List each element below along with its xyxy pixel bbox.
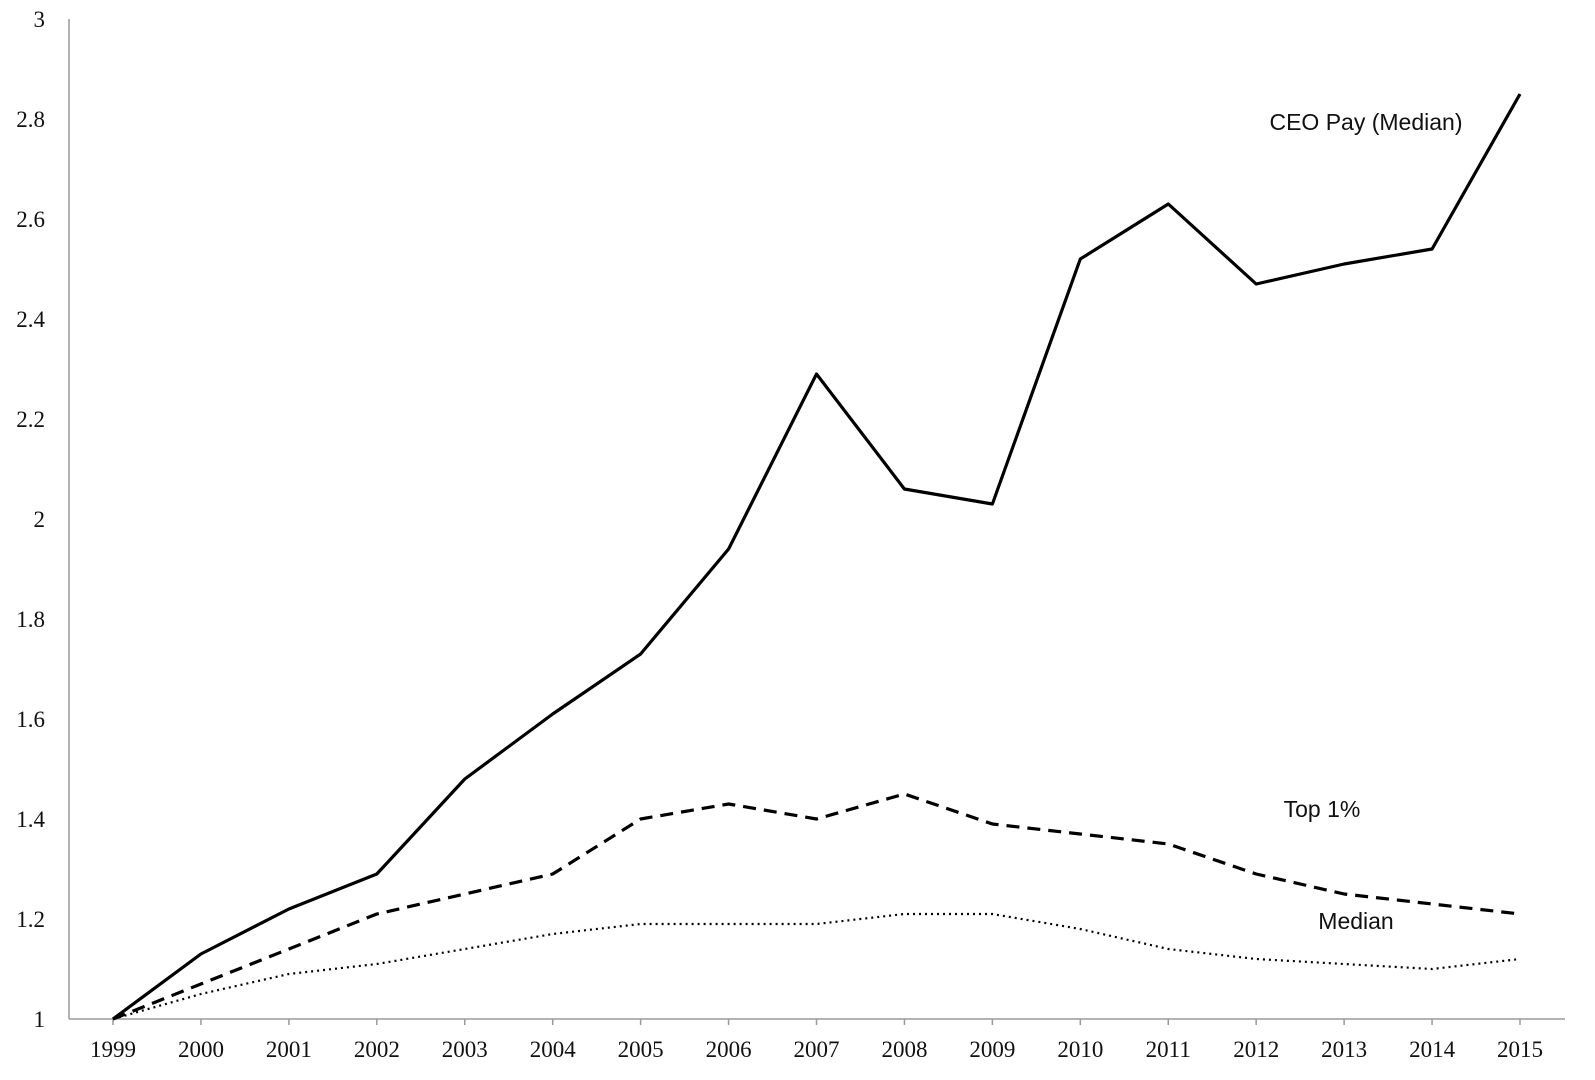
y-tick-label: 1.4 [16,807,45,832]
x-tick-label: 2006 [706,1037,752,1062]
x-tick-label: 2001 [266,1037,312,1062]
series-label: Top 1% [1284,796,1361,822]
y-tick-label: 2.4 [16,307,45,332]
y-tick-label: 1.6 [16,707,45,732]
x-tick-label: 2004 [530,1037,577,1062]
x-tick-label: 2002 [354,1037,400,1062]
series-labels: CEO Pay (Median) Top 1% Median [1269,109,1462,934]
y-tick-label: 1 [34,1007,46,1032]
series-line-ceo-pay-median [112,93,1522,1021]
x-axis: 1999 2000 2001 2002 2003 2004 2005 2006 2007 2008… [69,1018,1565,1062]
y-tick-label: 2.6 [16,207,45,232]
x-tick-label: 2010 [1057,1037,1103,1062]
x-tick-label: 1999 [90,1037,136,1062]
x-tick-label: 2003 [442,1037,488,1062]
series-label: Median [1318,908,1393,934]
x-tick-label: 2005 [618,1037,664,1062]
y-tick-label: 1.8 [16,607,45,632]
y-tick-label: 2.8 [16,107,45,132]
x-tick-label: 2013 [1321,1037,1367,1062]
series-line-median [112,912,1521,1021]
series-line-top-1 [112,792,1521,1021]
series-lines [112,93,1522,1021]
x-tick-label: 2008 [881,1037,927,1062]
y-tick-label: 2 [34,507,46,532]
x-tick-label: 2014 [1409,1037,1456,1062]
y-axis: 1 1.2 1.4 1.6 1.8 2 2.2 2.4 2.6 2.8 3 [16,7,70,1032]
x-tick-label: 2015 [1497,1037,1543,1062]
x-tick-label: 2012 [1233,1037,1279,1062]
series-label: CEO Pay (Median) [1269,109,1462,135]
y-tick-label: 1.2 [16,907,45,932]
x-tick-label: 2007 [794,1037,840,1062]
x-tick-label: 2000 [178,1037,224,1062]
y-tick-label: 2.2 [16,407,45,432]
x-tick-label: 2011 [1146,1037,1191,1062]
y-tick-label: 3 [34,7,46,32]
x-tick-label: 2009 [969,1037,1015,1062]
